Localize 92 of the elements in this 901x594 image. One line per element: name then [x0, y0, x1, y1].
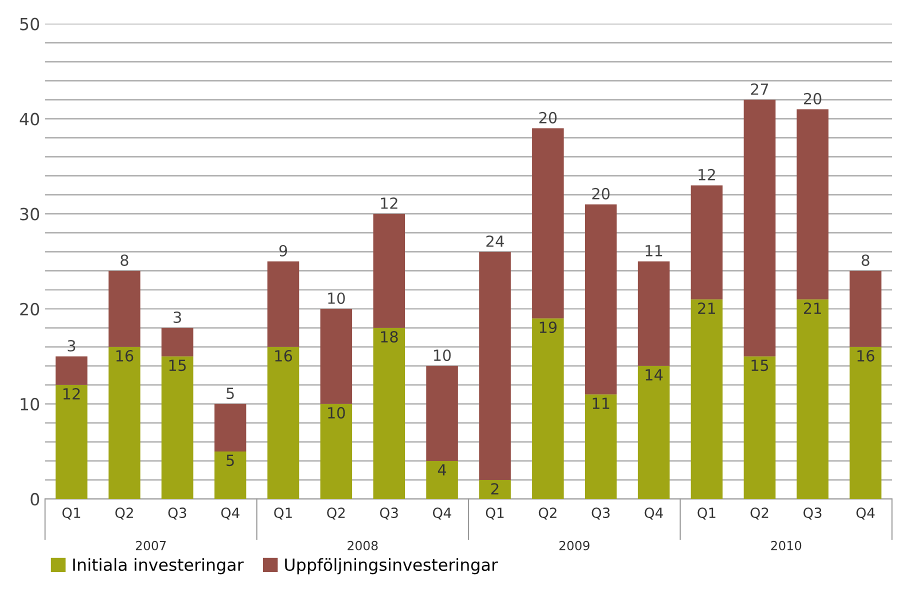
y-tick-label: 40 [20, 112, 40, 126]
bar [532, 128, 564, 318]
bar [796, 299, 828, 499]
x-tick-label: Q2 [750, 508, 768, 520]
bar [320, 404, 352, 499]
bar [690, 185, 723, 300]
bar [479, 480, 511, 499]
data-label: 24 [486, 235, 504, 247]
text: 2007 [136, 540, 166, 550]
x-tick-label: Q3 [168, 508, 186, 520]
data-label: 11 [592, 398, 610, 409]
bar [638, 261, 670, 366]
data-label: 12 [381, 197, 398, 209]
data-label: 16 [275, 350, 292, 362]
bar [373, 214, 405, 328]
data-label: 15 [169, 360, 186, 372]
bar [744, 100, 776, 356]
y-tick-label: 10 [20, 398, 40, 410]
x-tick-label: Q2 [538, 508, 556, 520]
data-label: 12 [698, 168, 715, 180]
bar [373, 328, 405, 499]
x-tick-label: Q3 [803, 508, 822, 520]
data-label: 19 [540, 322, 557, 334]
y-tick-label: 0 [30, 492, 40, 506]
x-tick-label: Q3 [592, 508, 610, 520]
x-tick-label: Q1 [486, 508, 504, 520]
bar [532, 318, 564, 499]
data-label: 27 [751, 83, 768, 95]
data-label: 16 [857, 350, 874, 362]
data-label: 21 [698, 302, 716, 314]
bar [796, 109, 828, 300]
x-tick-label: Q4 [856, 508, 875, 520]
text: 2010 [771, 540, 802, 550]
data-label: 14 [646, 369, 663, 380]
data-label: 10 [328, 407, 345, 419]
data-label: 20 [804, 92, 822, 104]
bar [584, 394, 617, 499]
bar [267, 346, 300, 499]
data-label: 9 [279, 244, 288, 256]
data-label: 20 [539, 112, 557, 124]
data-label: 11 [646, 245, 662, 256]
data-label: 18 [381, 331, 398, 343]
data-label: 2 [491, 483, 498, 494]
data-label: 8 [120, 254, 128, 266]
bar [162, 356, 194, 499]
data-label: 3 [174, 311, 182, 324]
bar [690, 299, 723, 499]
data-label: 10 [328, 292, 345, 304]
bar [214, 404, 246, 452]
x-tick-label: Q3 [380, 508, 398, 520]
bar [850, 270, 882, 347]
x-tick-label: Q4 [221, 508, 240, 520]
data-label: 8 [862, 254, 870, 266]
data-label: 5 [226, 388, 234, 400]
data-label: 16 [116, 350, 134, 362]
data-label: 10 [434, 349, 451, 362]
x-tick-label: Q4 [644, 508, 663, 520]
bar [267, 261, 300, 347]
bar [162, 328, 194, 356]
bar [214, 451, 246, 499]
data-label: 5 [226, 454, 234, 466]
y-tick-label: 30 [20, 208, 40, 220]
data-label: 4 [438, 464, 446, 476]
bar [108, 270, 140, 347]
data-label: 3 [68, 340, 76, 352]
bar [320, 308, 352, 404]
x-tick-label: Q2 [327, 508, 345, 520]
legend-label: Uppföljningsinvesteringar [285, 558, 498, 574]
bar [850, 346, 882, 499]
x-tick-label: Q1 [62, 508, 80, 520]
bar [56, 384, 88, 499]
bar [638, 366, 670, 499]
x-tick-label: Q4 [432, 508, 452, 520]
bar [426, 366, 458, 461]
x-tick-label: Q2 [115, 508, 133, 520]
x-tick-label: Q1 [698, 508, 716, 520]
text: 2009 [559, 540, 590, 550]
data-label: 20 [592, 188, 610, 200]
bar [744, 356, 776, 499]
data-label: 12 [63, 388, 80, 400]
y-tick-label: 20 [20, 302, 40, 316]
x-tick-label: Q1 [274, 508, 292, 520]
bar [479, 252, 511, 480]
y-tick-label: 50 [20, 18, 40, 30]
legend-label: Initiala investeringar [73, 558, 244, 574]
bar [56, 356, 88, 385]
bar [108, 346, 140, 499]
data-label: 21 [804, 302, 821, 314]
bar [584, 204, 617, 394]
text: 2008 [348, 540, 378, 550]
data-label: 15 [752, 360, 768, 372]
bar [426, 460, 458, 499]
